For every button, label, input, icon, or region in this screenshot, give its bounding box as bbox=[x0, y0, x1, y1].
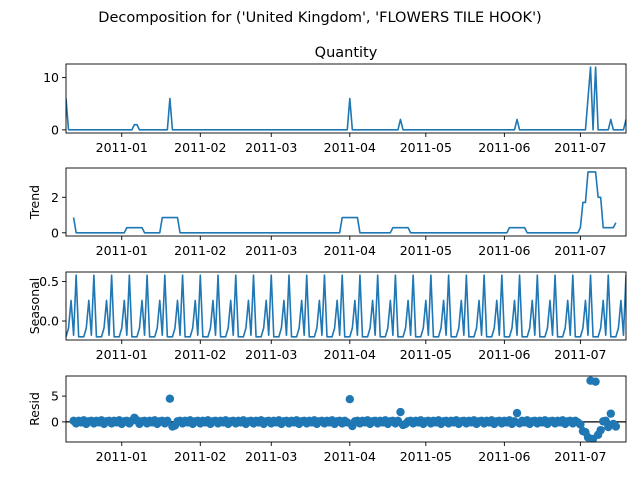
series-line bbox=[66, 66, 626, 131]
resid-point bbox=[596, 425, 605, 435]
x-tick-label: 2011-04 bbox=[324, 347, 376, 362]
y-tick-label: 0 bbox=[51, 122, 59, 137]
x-tick-label: 2011-07 bbox=[554, 140, 606, 155]
x-tick-label: 2011-06 bbox=[478, 347, 530, 362]
x-tick-label: 2011-05 bbox=[400, 243, 452, 258]
x-tick-label: 2011-07 bbox=[554, 243, 606, 258]
x-tick-label: 2011-03 bbox=[245, 449, 297, 464]
resid-point bbox=[606, 409, 615, 418]
x-tick-label: 2011-01 bbox=[96, 140, 148, 155]
plot-area bbox=[66, 376, 626, 442]
x-tick-label: 2011-07 bbox=[554, 347, 606, 362]
y-axis-label: Seasonal bbox=[27, 278, 42, 335]
y-tick-label: 0.5 bbox=[39, 274, 59, 289]
x-tick-label: 2011-04 bbox=[324, 243, 376, 258]
figure-suptitle: Decomposition for ('United Kingdom', 'FL… bbox=[98, 10, 541, 26]
series-line bbox=[66, 274, 626, 338]
y-axis-label: Trend bbox=[27, 185, 42, 220]
x-tick-label: 2011-05 bbox=[400, 140, 452, 155]
series-line bbox=[72, 171, 617, 234]
x-tick-label: 2011-05 bbox=[400, 347, 452, 362]
panels: Quantity 0 10 2011-01 2011-02 2011-03 2011-04 2… bbox=[27, 45, 627, 464]
axes-frame bbox=[65, 63, 627, 134]
x-tick-label: 2011-06 bbox=[478, 243, 530, 258]
resid-point bbox=[163, 416, 172, 426]
x-tick-label: 2011-02 bbox=[174, 347, 226, 362]
axes-frame bbox=[65, 167, 627, 237]
resid-point bbox=[165, 394, 175, 403]
panel-2: Trend 0 2 2011-01 2011-02 2011-03 2011-04 2011-… bbox=[27, 167, 627, 258]
x-tick-label: 2011-02 bbox=[174, 449, 226, 464]
x-tick-label: 2011-06 bbox=[478, 140, 530, 155]
resid-point bbox=[611, 422, 621, 431]
plot-area bbox=[72, 171, 617, 234]
y-axis-label: Resid bbox=[27, 392, 42, 426]
y-tick-label: 10 bbox=[43, 70, 59, 85]
x-tick-label: 2011-03 bbox=[245, 347, 297, 362]
x-tick-label: 2011-05 bbox=[400, 449, 452, 464]
plot-area bbox=[66, 66, 626, 131]
resid-point bbox=[345, 395, 354, 404]
x-tick-label: 2011-03 bbox=[245, 140, 297, 155]
panel-4: Resid 0 5 2011-01 2011-02 2011-03 2011-04 2011-… bbox=[27, 375, 627, 464]
x-tick-label: 2011-01 bbox=[96, 243, 148, 258]
x-tick-label: 2011-04 bbox=[324, 140, 376, 155]
axes-frame bbox=[65, 271, 627, 341]
y-tick-label: 2 bbox=[51, 190, 59, 205]
x-tick-label: 2011-07 bbox=[554, 449, 606, 464]
y-tick-label: 5 bbox=[51, 389, 59, 404]
axes-frame bbox=[65, 375, 627, 443]
resid-point bbox=[591, 377, 600, 386]
resid-point bbox=[396, 407, 405, 417]
panel-title: Quantity bbox=[315, 45, 378, 61]
y-tick-label: 0.0 bbox=[39, 314, 59, 329]
y-tick-label: 0 bbox=[51, 414, 59, 429]
x-tick-label: 2011-06 bbox=[478, 449, 530, 464]
y-tick-label: 0 bbox=[51, 225, 59, 240]
x-tick-label: 2011-04 bbox=[324, 449, 376, 464]
plot-area bbox=[66, 274, 626, 338]
x-tick-label: 2011-01 bbox=[96, 449, 148, 464]
resid-point bbox=[576, 420, 585, 429]
x-tick-label: 2011-01 bbox=[96, 347, 148, 362]
resid-point bbox=[512, 408, 522, 418]
x-tick-label: 2011-03 bbox=[245, 243, 297, 258]
panel-1: Quantity 0 10 2011-01 2011-02 2011-03 2011-04 2… bbox=[43, 45, 627, 155]
x-tick-label: 2011-02 bbox=[174, 140, 226, 155]
x-tick-label: 2011-02 bbox=[174, 243, 226, 258]
